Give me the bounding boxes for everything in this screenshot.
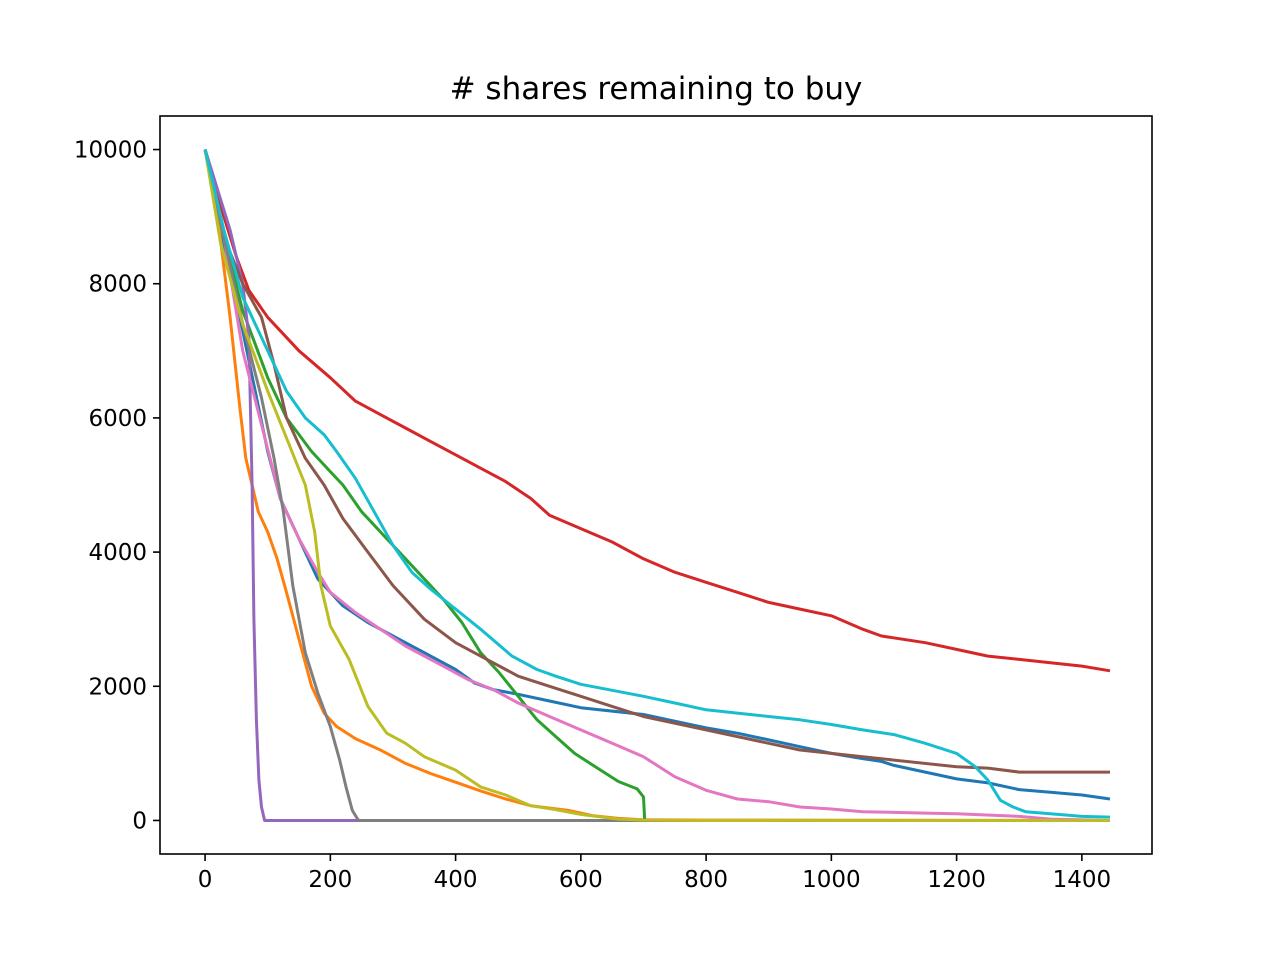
series-line-5 [203,149,1110,822]
x-axis: 0 200 400 600 800 1000 1200 1400 [198,854,1111,893]
y-tick-label: 6000 [88,406,147,432]
y-tick-label: 2000 [88,674,147,700]
series-line-7 [203,149,1111,822]
x-tick-label: 1200 [927,867,986,893]
series-line-10 [203,149,1111,819]
series-layer [203,149,1111,822]
x-tick-label: 0 [198,867,213,893]
series-line-6 [203,149,1110,774]
series-line-8 [203,149,1110,822]
y-tick-label: 4000 [88,540,147,566]
x-tick-label: 1400 [1053,867,1112,893]
y-axis: 0 2000 4000 6000 8000 10000 [74,138,160,834]
x-tick-label: 600 [559,867,603,893]
series-line-9 [203,149,1110,822]
x-tick-label: 800 [684,867,728,893]
y-tick-label: 10000 [74,138,147,164]
series-line-4 [203,149,1111,673]
series-line-1 [203,149,1111,801]
chart-title: # shares remaining to buy [450,71,863,107]
y-tick-label: 0 [132,808,147,834]
plot-frame [159,115,1153,855]
x-tick-label: 1000 [802,867,861,893]
y-tick-label: 8000 [88,272,147,298]
x-tick-label: 200 [308,867,352,893]
x-tick-label: 400 [434,867,478,893]
